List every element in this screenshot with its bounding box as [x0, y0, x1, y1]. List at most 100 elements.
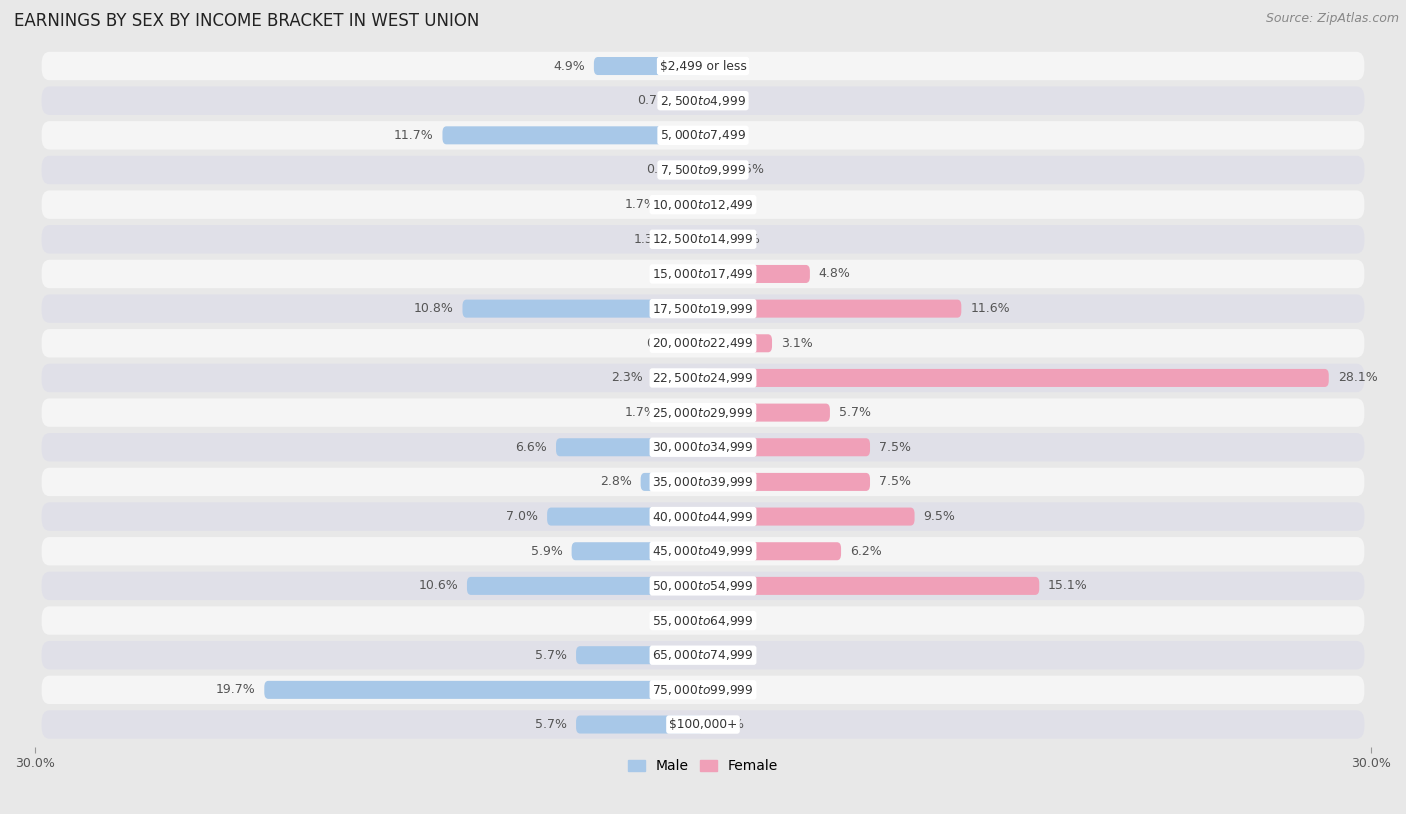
FancyBboxPatch shape: [703, 404, 830, 422]
Text: $30,000 to $34,999: $30,000 to $34,999: [652, 440, 754, 454]
Text: 0.0%: 0.0%: [711, 59, 744, 72]
FancyBboxPatch shape: [443, 126, 703, 144]
FancyBboxPatch shape: [572, 542, 703, 560]
Text: 2.8%: 2.8%: [600, 475, 631, 488]
Text: 0.0%: 0.0%: [711, 684, 744, 696]
FancyBboxPatch shape: [686, 92, 703, 110]
Text: 4.9%: 4.9%: [553, 59, 585, 72]
FancyBboxPatch shape: [703, 438, 870, 457]
Text: $20,000 to $22,499: $20,000 to $22,499: [652, 336, 754, 350]
FancyBboxPatch shape: [42, 364, 1364, 392]
Text: $65,000 to $74,999: $65,000 to $74,999: [652, 648, 754, 663]
FancyBboxPatch shape: [703, 161, 716, 179]
Legend: Male, Female: Male, Female: [623, 754, 783, 779]
Text: 0.0%: 0.0%: [711, 198, 744, 211]
FancyBboxPatch shape: [42, 225, 1364, 253]
Text: $5,000 to $7,499: $5,000 to $7,499: [659, 129, 747, 142]
FancyBboxPatch shape: [42, 190, 1364, 219]
Text: 5.7%: 5.7%: [839, 406, 870, 419]
FancyBboxPatch shape: [42, 606, 1364, 635]
Text: 0.38%: 0.38%: [645, 337, 686, 350]
FancyBboxPatch shape: [42, 86, 1364, 115]
Text: $15,000 to $17,499: $15,000 to $17,499: [652, 267, 754, 281]
Text: 0.0%: 0.0%: [711, 94, 744, 107]
FancyBboxPatch shape: [42, 641, 1364, 669]
FancyBboxPatch shape: [42, 537, 1364, 566]
FancyBboxPatch shape: [42, 155, 1364, 184]
FancyBboxPatch shape: [703, 542, 841, 560]
FancyBboxPatch shape: [42, 433, 1364, 462]
Text: $45,000 to $49,999: $45,000 to $49,999: [652, 545, 754, 558]
FancyBboxPatch shape: [463, 300, 703, 317]
FancyBboxPatch shape: [42, 398, 1364, 427]
Text: $10,000 to $12,499: $10,000 to $12,499: [652, 198, 754, 212]
FancyBboxPatch shape: [673, 230, 703, 248]
Text: 0.0%: 0.0%: [711, 718, 744, 731]
Text: EARNINGS BY SEX BY INCOME BRACKET IN WEST UNION: EARNINGS BY SEX BY INCOME BRACKET IN WES…: [14, 12, 479, 30]
Text: $100,000+: $100,000+: [669, 718, 737, 731]
Text: 7.5%: 7.5%: [879, 475, 911, 488]
FancyBboxPatch shape: [695, 161, 703, 179]
Text: 3.1%: 3.1%: [780, 337, 813, 350]
Text: 11.7%: 11.7%: [394, 129, 433, 142]
Text: 19.7%: 19.7%: [215, 684, 256, 696]
FancyBboxPatch shape: [665, 404, 703, 422]
Text: 6.2%: 6.2%: [851, 545, 882, 558]
FancyBboxPatch shape: [703, 335, 772, 352]
Text: 1.3%: 1.3%: [633, 233, 665, 246]
Text: 11.6%: 11.6%: [970, 302, 1010, 315]
Text: 5.9%: 5.9%: [531, 545, 562, 558]
FancyBboxPatch shape: [652, 369, 703, 387]
FancyBboxPatch shape: [547, 508, 703, 526]
Text: 5.7%: 5.7%: [536, 718, 567, 731]
Text: 0.55%: 0.55%: [724, 164, 763, 177]
Text: 0.0%: 0.0%: [662, 614, 695, 627]
Text: 0.0%: 0.0%: [711, 614, 744, 627]
Text: 0.38%: 0.38%: [645, 164, 686, 177]
Text: 6.6%: 6.6%: [516, 440, 547, 453]
FancyBboxPatch shape: [703, 577, 1039, 595]
Text: 0.19%: 0.19%: [650, 268, 690, 281]
Text: 9.5%: 9.5%: [924, 510, 955, 523]
Text: 15.1%: 15.1%: [1047, 580, 1088, 593]
Text: $2,500 to $4,999: $2,500 to $4,999: [659, 94, 747, 107]
Text: 0.37%: 0.37%: [720, 233, 761, 246]
FancyBboxPatch shape: [576, 716, 703, 733]
Text: 0.0%: 0.0%: [711, 129, 744, 142]
FancyBboxPatch shape: [576, 646, 703, 664]
FancyBboxPatch shape: [42, 52, 1364, 81]
Text: $22,500 to $24,999: $22,500 to $24,999: [652, 371, 754, 385]
Text: $2,499 or less: $2,499 or less: [659, 59, 747, 72]
FancyBboxPatch shape: [42, 676, 1364, 704]
Text: Source: ZipAtlas.com: Source: ZipAtlas.com: [1265, 12, 1399, 25]
FancyBboxPatch shape: [42, 121, 1364, 150]
Text: 1.7%: 1.7%: [624, 198, 657, 211]
FancyBboxPatch shape: [703, 473, 870, 491]
FancyBboxPatch shape: [699, 265, 703, 283]
FancyBboxPatch shape: [42, 502, 1364, 531]
Text: 4.8%: 4.8%: [818, 268, 851, 281]
FancyBboxPatch shape: [703, 369, 1329, 387]
Text: 1.7%: 1.7%: [624, 406, 657, 419]
Text: $55,000 to $64,999: $55,000 to $64,999: [652, 614, 754, 628]
FancyBboxPatch shape: [42, 329, 1364, 357]
FancyBboxPatch shape: [703, 265, 810, 283]
Text: $7,500 to $9,999: $7,500 to $9,999: [659, 163, 747, 177]
Text: $25,000 to $29,999: $25,000 to $29,999: [652, 405, 754, 419]
FancyBboxPatch shape: [703, 230, 711, 248]
FancyBboxPatch shape: [593, 57, 703, 75]
FancyBboxPatch shape: [703, 508, 914, 526]
Text: 10.8%: 10.8%: [413, 302, 454, 315]
FancyBboxPatch shape: [641, 473, 703, 491]
Text: $75,000 to $99,999: $75,000 to $99,999: [652, 683, 754, 697]
Text: 28.1%: 28.1%: [1337, 371, 1378, 384]
Text: 7.0%: 7.0%: [506, 510, 538, 523]
FancyBboxPatch shape: [703, 300, 962, 317]
FancyBboxPatch shape: [467, 577, 703, 595]
Text: 0.76%: 0.76%: [637, 94, 678, 107]
FancyBboxPatch shape: [42, 295, 1364, 323]
Text: $35,000 to $39,999: $35,000 to $39,999: [652, 475, 754, 489]
Text: 0.0%: 0.0%: [711, 649, 744, 662]
Text: 10.6%: 10.6%: [419, 580, 458, 593]
Text: $12,500 to $14,999: $12,500 to $14,999: [652, 232, 754, 247]
